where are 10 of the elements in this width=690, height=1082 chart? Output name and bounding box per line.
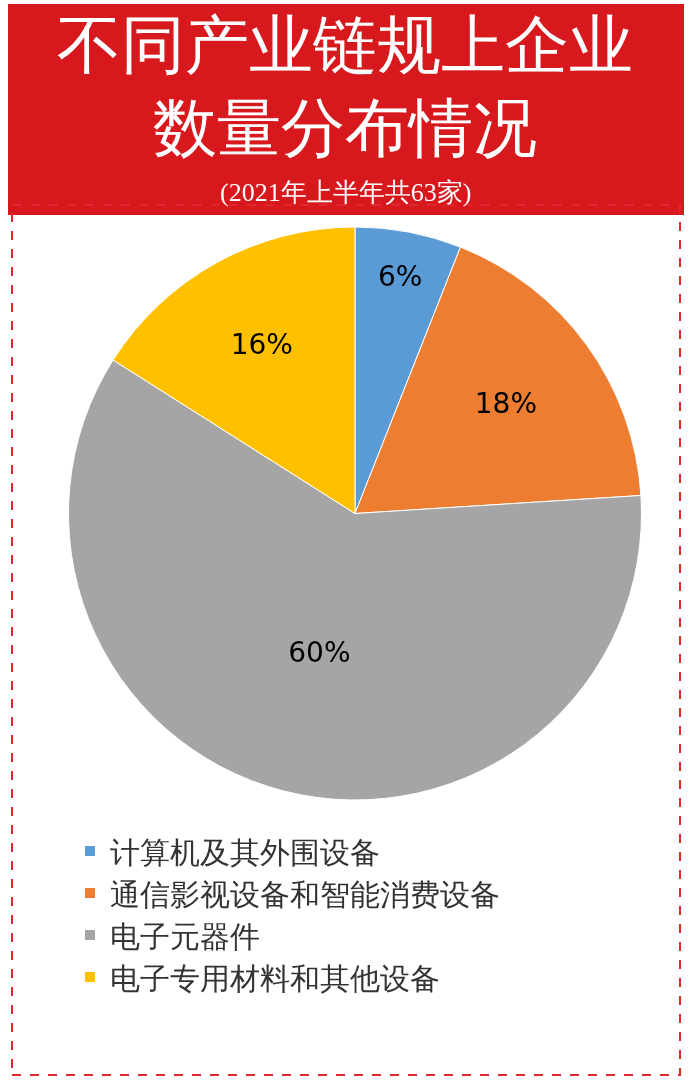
legend-label: 电子专用材料和其他设备 bbox=[110, 960, 440, 996]
data-label: 6% bbox=[378, 259, 423, 293]
data-label: 18% bbox=[474, 387, 538, 421]
data-label: 60% bbox=[288, 635, 351, 669]
legend-label: 计算机及其外围设备 bbox=[110, 834, 380, 870]
chart-title: 不同产业链规上企业数量分布情况 bbox=[57, 8, 633, 166]
chart-subtitle: (2021年上半年共63家) bbox=[220, 178, 472, 207]
legend-label: 通信影视设备和智能消费设备 bbox=[110, 876, 500, 912]
legend-label: 电子元器件 bbox=[110, 918, 260, 954]
data-label: 16% bbox=[230, 327, 293, 361]
